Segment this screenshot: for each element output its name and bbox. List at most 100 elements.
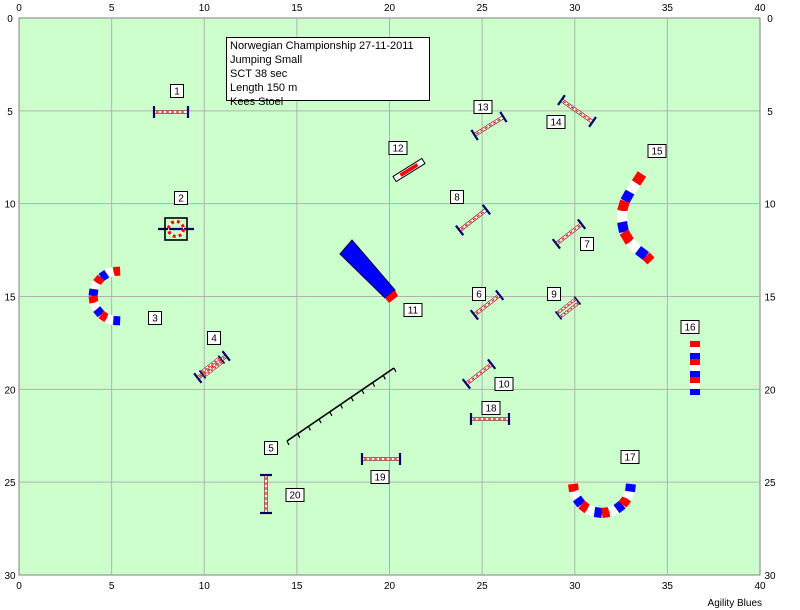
tunnel-segment xyxy=(572,495,586,508)
dogwalk-slat xyxy=(382,375,386,380)
dogwalk-slat xyxy=(350,396,354,402)
obstacle-label-box xyxy=(620,450,640,464)
obstacle-18-jump xyxy=(469,413,511,425)
obstacle-label-box xyxy=(264,441,278,455)
dogwalk-slat xyxy=(297,433,301,438)
tunnel-segment xyxy=(578,500,591,514)
y-tick-left: 10 xyxy=(4,200,16,211)
obstacle-label-box xyxy=(472,287,486,301)
jump-wing xyxy=(193,372,203,384)
obstacle-number: 7 xyxy=(584,240,590,251)
obstacle-label: 12 xyxy=(388,141,408,155)
tunnel-segment xyxy=(93,274,105,286)
jump-pole xyxy=(562,100,592,122)
obstacle-3-tunnel xyxy=(88,266,121,326)
dogwalk-slat xyxy=(286,440,290,446)
obstacle-label-box xyxy=(285,488,305,502)
y-tick-right: 20 xyxy=(764,385,776,396)
obstacle-label-box xyxy=(388,141,408,155)
obstacle-number: 8 xyxy=(454,193,460,204)
obstacle-label: 16 xyxy=(680,320,700,334)
obstacle-label: 6 xyxy=(472,287,486,301)
tunnel-segment xyxy=(98,269,110,282)
obstacle-14-jump xyxy=(557,94,597,128)
obstacle-11-chute xyxy=(339,239,398,303)
obstacle-label: 7 xyxy=(580,237,594,251)
tunnel-segment xyxy=(689,346,701,354)
obstacle-number: 15 xyxy=(651,147,663,158)
jump-pole xyxy=(199,356,225,378)
obstacle-number: 9 xyxy=(551,290,557,301)
obstacle-label-box xyxy=(580,237,594,251)
tunnel-segment xyxy=(689,340,701,348)
chute-entry xyxy=(385,290,398,303)
y-tick-right: 5 xyxy=(767,107,773,118)
tunnel-segment xyxy=(619,229,635,245)
tunnel-segment xyxy=(105,314,115,325)
dogwalk-slat xyxy=(372,382,376,387)
y-tick-left: 0 xyxy=(7,14,13,25)
obstacle-label-box xyxy=(647,144,667,158)
tunnel-segment xyxy=(601,507,611,518)
obstacles xyxy=(88,94,701,518)
tunnel-segment xyxy=(568,483,579,493)
tunnel-segment xyxy=(89,301,101,311)
obstacle-label: 2 xyxy=(174,191,188,205)
obstacle-label-box xyxy=(547,287,561,301)
tunnel-segment xyxy=(625,180,641,195)
obstacle-number: 4 xyxy=(211,334,217,345)
tunnel-segment xyxy=(617,199,630,213)
obstacle-12-aframe xyxy=(392,157,426,183)
x-tick-top: 35 xyxy=(662,3,674,14)
x-tick-bottom: 30 xyxy=(569,581,581,592)
obstacle-label-box xyxy=(174,191,188,205)
jump-wing xyxy=(455,225,465,236)
obstacle-number: 1 xyxy=(174,87,180,98)
dogwalk-slat xyxy=(307,426,311,431)
obstacle-20-jump xyxy=(260,473,272,515)
course-length: Length 150 m xyxy=(230,82,298,94)
obstacle-label-box xyxy=(680,320,700,334)
tunnel-segment xyxy=(88,295,99,304)
jump-wing xyxy=(461,378,471,390)
tunnel-segment xyxy=(626,238,642,254)
obstacle-label: 14 xyxy=(546,115,566,129)
obstacle-number: 11 xyxy=(408,306,419,317)
x-tick-bottom: 5 xyxy=(109,581,115,592)
obstacle-number: 5 xyxy=(268,444,274,455)
y-tick-right: 15 xyxy=(764,293,776,304)
y-tick-right: 10 xyxy=(764,200,776,211)
tunnel-segment xyxy=(593,507,603,518)
tyre-ring xyxy=(168,221,184,237)
obstacle-label: 9 xyxy=(547,287,561,301)
credit-text: Agility Blues xyxy=(707,598,762,609)
y-tick-left: 15 xyxy=(4,293,16,304)
tunnel-segment xyxy=(622,489,635,501)
obstacle-number: 20 xyxy=(289,491,301,502)
jump-wing xyxy=(198,369,207,379)
dogwalk-slat xyxy=(393,367,397,373)
tunnel-segment xyxy=(93,306,105,318)
dogwalk-slat xyxy=(339,404,344,409)
tunnel-segment xyxy=(689,382,701,390)
obstacle-19-jump xyxy=(360,453,402,465)
jump-wing xyxy=(469,309,479,321)
obstacle-17-tunnel xyxy=(568,483,636,518)
x-tick-bottom: 40 xyxy=(754,581,766,592)
obstacle-10-jump xyxy=(461,358,497,390)
tunnel-segment xyxy=(625,483,636,493)
obstacle-label-box xyxy=(207,331,221,345)
obstacle-label-box xyxy=(546,115,566,129)
jump-wing xyxy=(499,111,508,123)
obstacle-2-tyre xyxy=(158,217,194,241)
obstacle-label: 10 xyxy=(494,377,514,391)
obstacle-13-jump xyxy=(470,111,508,141)
obstacle-label: 15 xyxy=(647,144,667,158)
obstacle-4-double xyxy=(198,355,226,379)
jump-wing xyxy=(487,358,497,370)
dogwalk-slat xyxy=(318,418,322,424)
obstacle-9-double-jump xyxy=(554,296,582,320)
obstacle-label: 20 xyxy=(285,488,305,502)
tunnel-segment xyxy=(642,252,655,265)
